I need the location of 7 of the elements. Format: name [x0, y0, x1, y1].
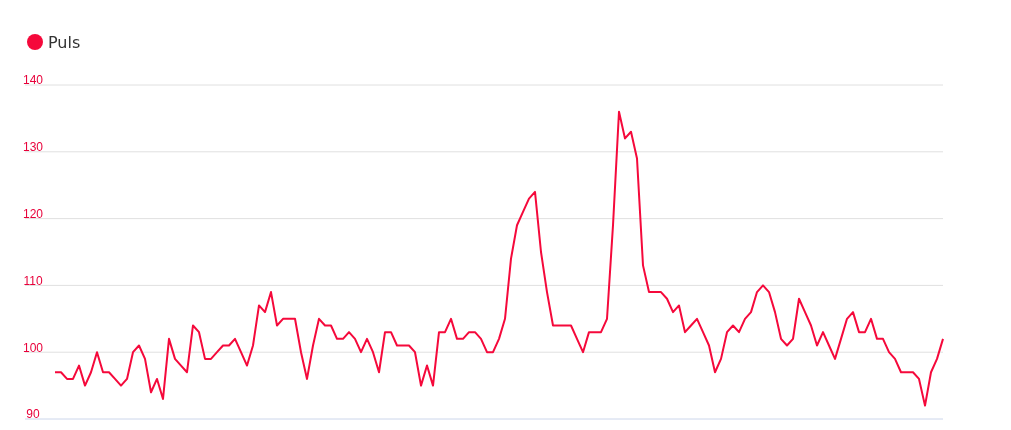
y-tick-label: 120 [22, 206, 44, 221]
y-tick-label: 90 [26, 407, 40, 422]
y-tick-label: 130 [22, 140, 44, 155]
y-tick-label: 110 [23, 273, 43, 288]
legend-label: Puls [48, 33, 81, 52]
y-tick-label: 140 [22, 73, 44, 88]
y-tick-label: 100 [22, 340, 44, 355]
